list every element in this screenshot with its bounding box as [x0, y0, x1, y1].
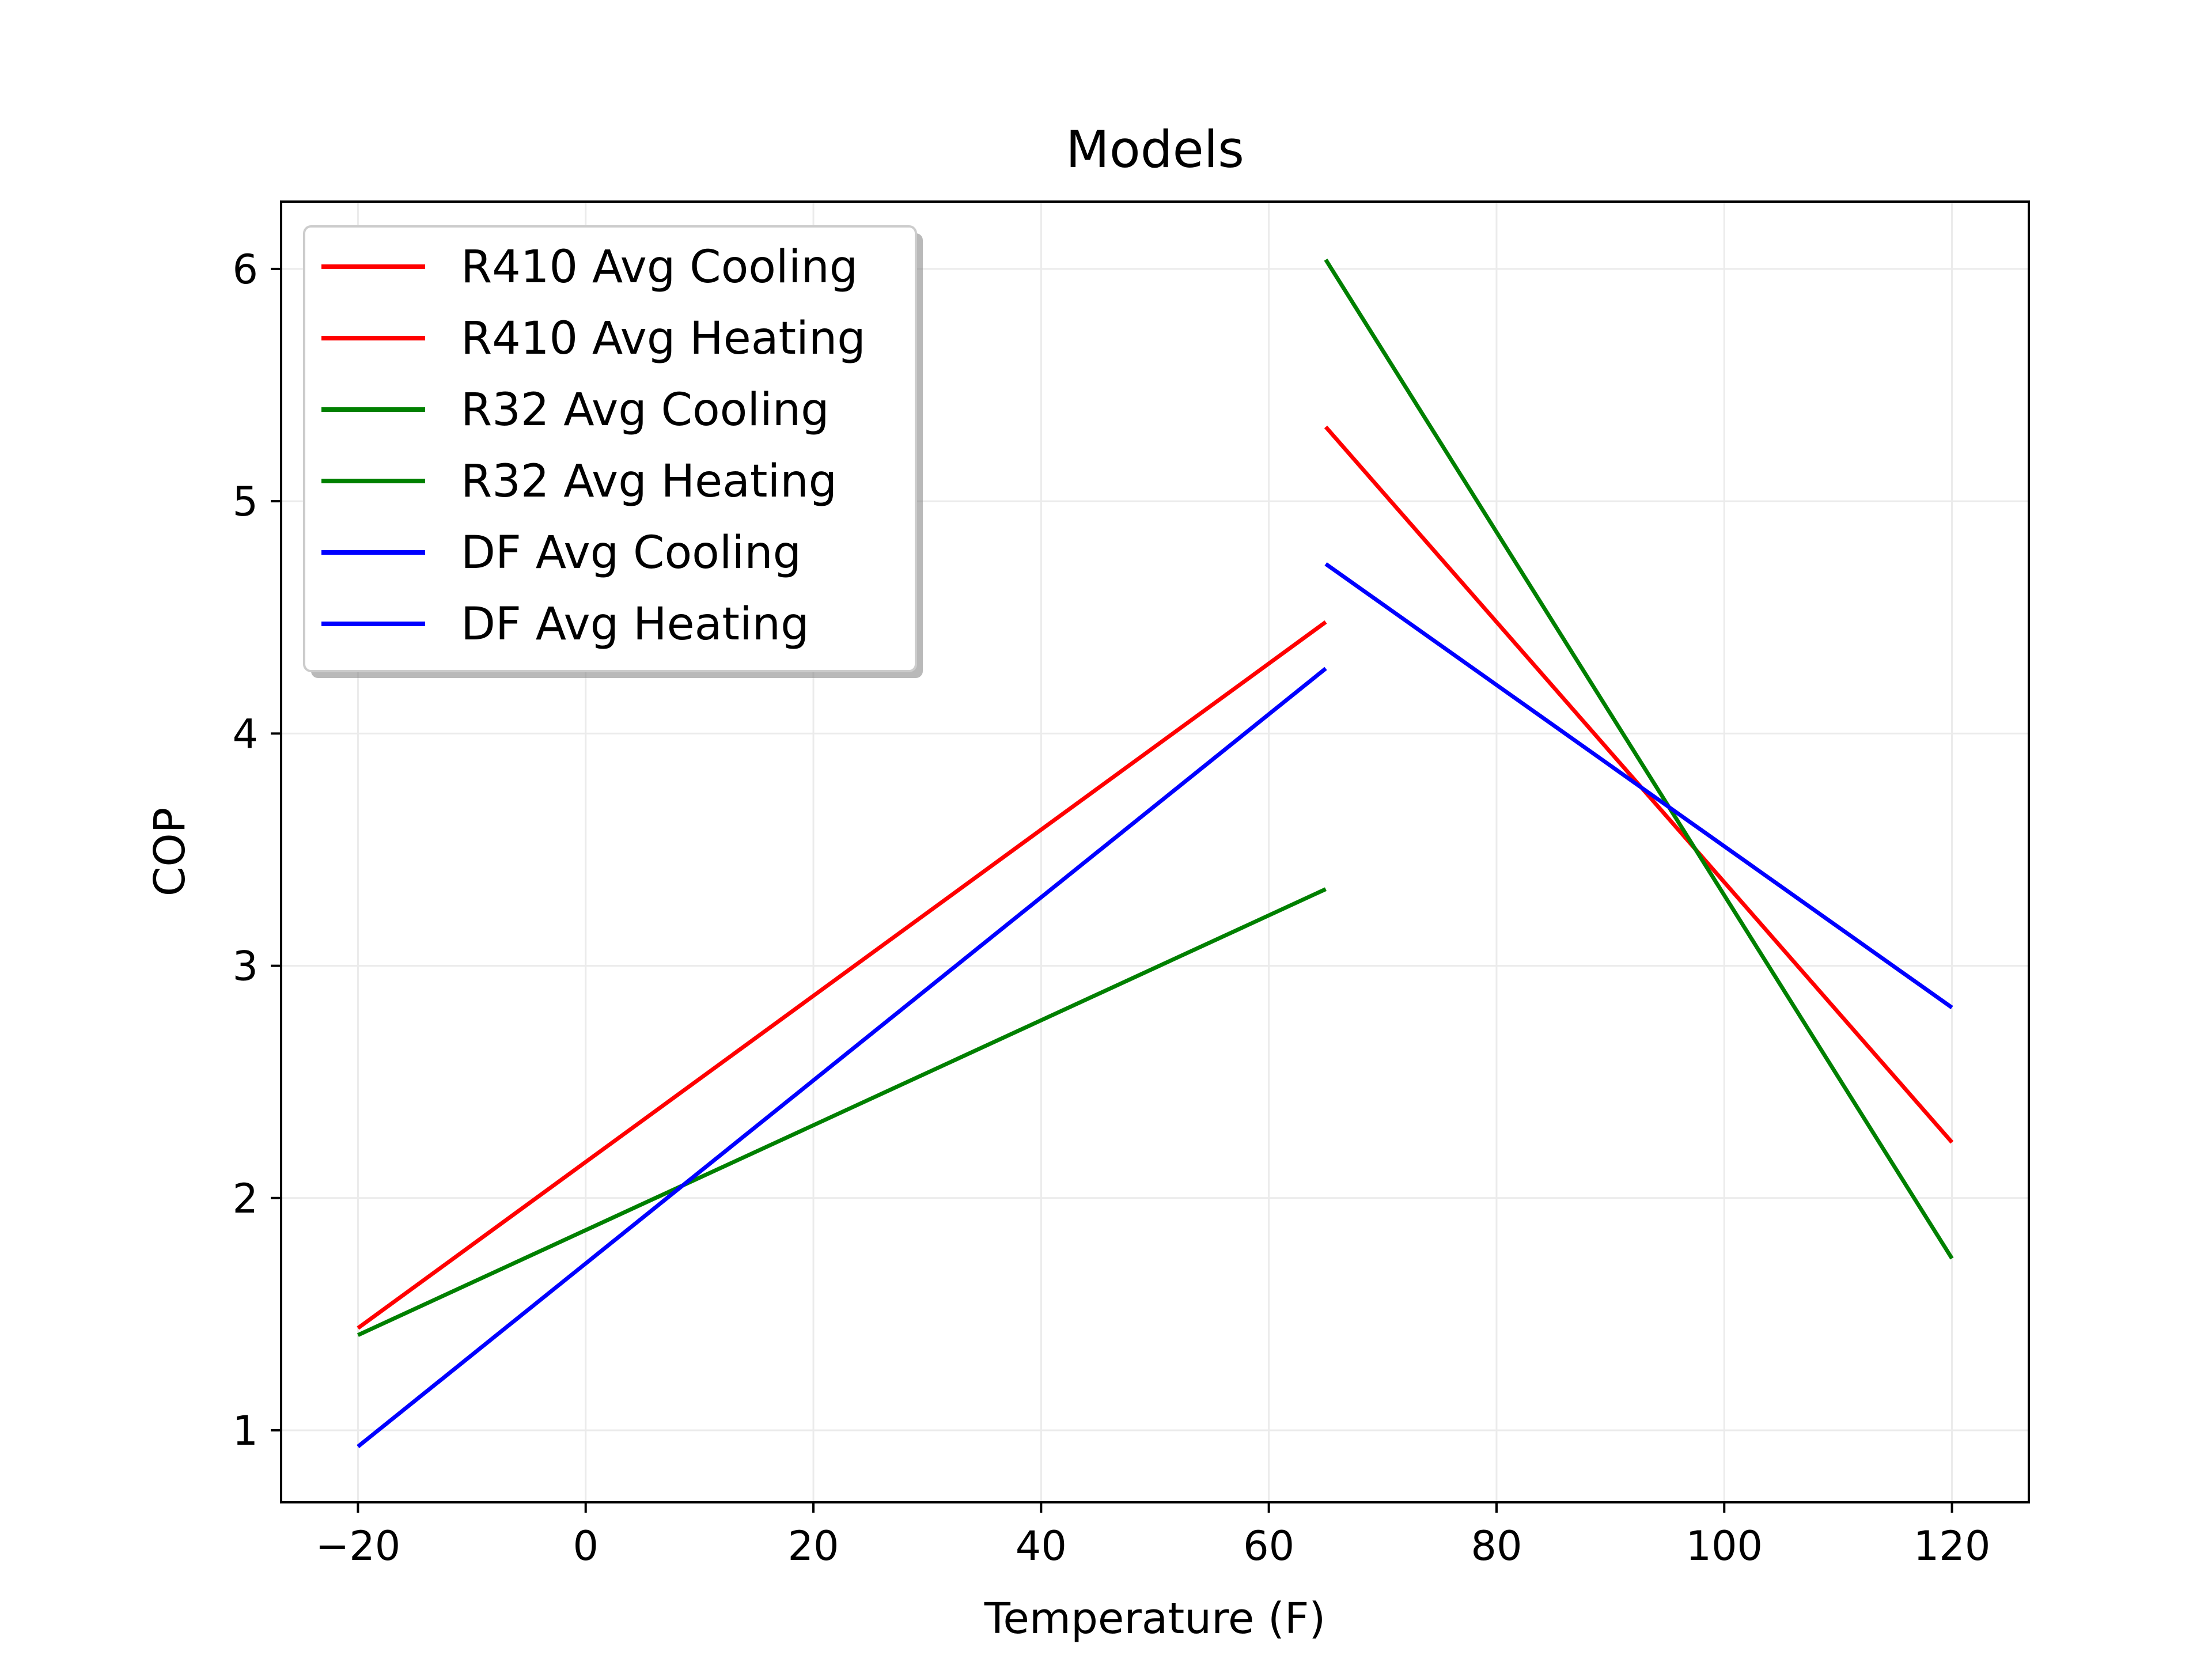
legend-label: R410 Avg Cooling — [461, 241, 858, 293]
y-axis-ticks: 1 2 3 4 5 6 — [232, 246, 281, 1455]
series-line-2 — [357, 620, 1327, 1330]
series-lines — [357, 258, 1954, 1448]
x-axis-label: Temperature (F) — [984, 1594, 1326, 1643]
series-line-4 — [357, 887, 1327, 1337]
x-axis-ticks: −20 0 20 40 60 80 100 120 — [316, 1502, 1991, 1570]
plot-frame — [280, 200, 2030, 1503]
y-axis-label: COP — [145, 808, 195, 897]
x-tick-label: 20 — [787, 1522, 839, 1570]
y-tick-label: 4 — [232, 710, 258, 757]
legend-box — [303, 225, 917, 672]
legend-label: R32 Avg Cooling — [461, 384, 830, 436]
legend-label: DF Avg Heating — [461, 599, 809, 650]
legend-label: DF Avg Cooling — [461, 527, 801, 579]
series-line-6 — [357, 666, 1327, 1448]
series-line-3 — [1324, 258, 1954, 1260]
x-tick-label: −20 — [316, 1522, 401, 1570]
y-tick-label: 3 — [232, 943, 258, 990]
series-line-5 — [1324, 562, 1953, 1010]
x-tick-label: 0 — [573, 1522, 599, 1570]
y-tick-label: 1 — [232, 1407, 258, 1455]
y-tick-label: 5 — [232, 478, 258, 525]
legend-label: R32 Avg Heating — [461, 456, 837, 507]
x-tick-label: 40 — [1016, 1522, 1067, 1570]
legend-label: R410 Avg Heating — [461, 313, 866, 365]
chart-title: Models — [1066, 120, 1244, 179]
legend: R410 Avg Cooling R410 Avg Heating R32 Avg … — [303, 225, 923, 678]
y-tick-label: 2 — [232, 1175, 258, 1222]
x-tick-label: 80 — [1471, 1522, 1522, 1570]
x-tick-label: 100 — [1685, 1522, 1763, 1570]
y-tick-label: 6 — [232, 246, 258, 293]
x-tick-label: 120 — [1914, 1522, 1991, 1570]
x-tick-label: 60 — [1243, 1522, 1294, 1570]
